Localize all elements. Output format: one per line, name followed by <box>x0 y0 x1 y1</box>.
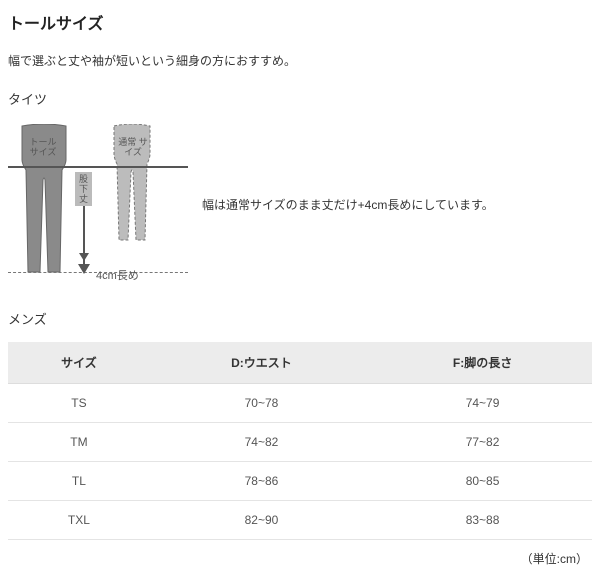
section-heading-mens: メンズ <box>8 309 592 328</box>
cell-leg: 74~79 <box>373 384 592 423</box>
page-title: トールサイズ <box>8 10 592 34</box>
size-table: サイズ D:ウエスト F:脚の長さ TS 70~78 74~79 TM 74~8… <box>8 342 592 540</box>
cell-size: TM <box>8 423 150 462</box>
extension-label: 4cm長め <box>96 267 139 283</box>
diagram-note: 幅は通常サイズのまま丈だけ+4cm長めにしています。 <box>202 196 494 213</box>
tall-size-label: トール サイズ <box>28 138 58 158</box>
cell-size: TL <box>8 462 150 501</box>
unit-label: （単位:cm） <box>8 550 592 567</box>
cell-waist: 70~78 <box>150 384 373 423</box>
cell-waist: 74~82 <box>150 423 373 462</box>
cell-size: TXL <box>8 501 150 540</box>
cell-waist: 82~90 <box>150 501 373 540</box>
col-leg: F:脚の長さ <box>373 342 592 384</box>
cell-waist: 78~86 <box>150 462 373 501</box>
cell-size: TS <box>8 384 150 423</box>
table-row: TM 74~82 77~82 <box>8 423 592 462</box>
tights-diagram: トール サイズ 通常 サイズ 股下丈 4cm長め <box>8 122 188 287</box>
cell-leg: 77~82 <box>373 423 592 462</box>
table-row: TXL 82~90 83~88 <box>8 501 592 540</box>
table-header-row: サイズ D:ウエスト F:脚の長さ <box>8 342 592 384</box>
waist-line <box>8 166 188 168</box>
table-row: TS 70~78 74~79 <box>8 384 592 423</box>
cell-leg: 83~88 <box>373 501 592 540</box>
section-heading-tights: タイツ <box>8 89 592 108</box>
table-row: TL 78~86 80~85 <box>8 462 592 501</box>
inseam-label: 股下丈 <box>75 172 92 206</box>
col-waist: D:ウエスト <box>150 342 373 384</box>
col-size: サイズ <box>8 342 150 384</box>
diagram-row: トール サイズ 通常 サイズ 股下丈 4cm長め 幅は通常サイズのまま丈だけ+4… <box>8 122 592 287</box>
intro-description: 幅で選ぶと丈や袖が短いという細身の方におすすめ。 <box>8 52 592 69</box>
cell-leg: 80~85 <box>373 462 592 501</box>
regular-size-label: 通常 サイズ <box>118 138 148 158</box>
extension-arrow <box>78 232 90 274</box>
